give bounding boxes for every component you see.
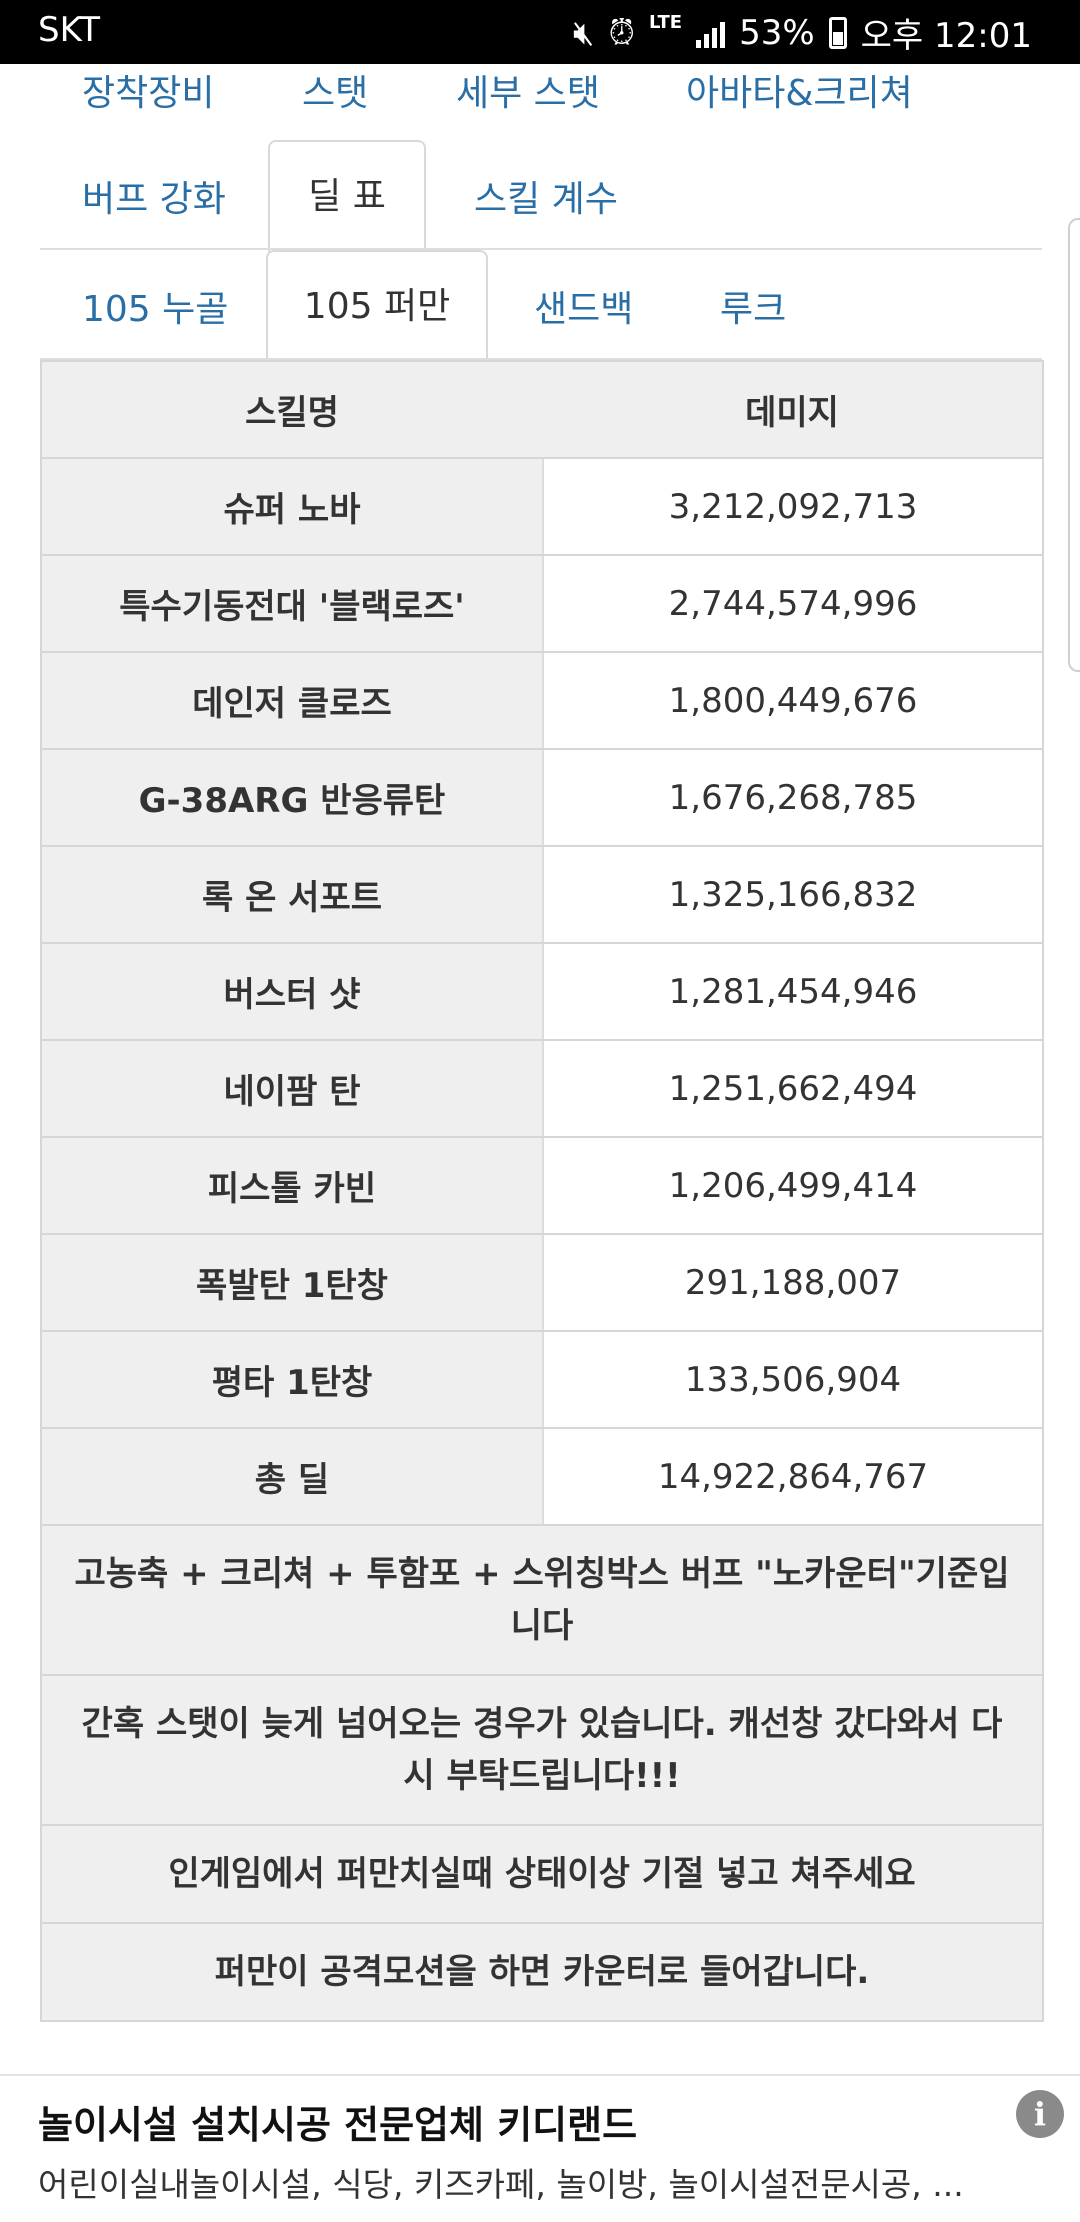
alarm-icon: ⏰︎: [608, 12, 635, 53]
damage-value: 2,744,574,996: [544, 556, 1042, 651]
network-type: LTE: [648, 12, 683, 33]
battery-percent: 53%: [739, 12, 815, 53]
tab-detail-stats[interactable]: 세부 스탯: [456, 73, 600, 114]
ad-description[interactable]: 어린이실내놀이시설, 식당, 키즈카페, 놀이방, 놀이시설전문시공, ...: [38, 2165, 964, 2204]
ad-banner[interactable]: 놀이시설 설치시공 전문업체 키디랜드 어린이실내놀이시설, 식당, 키즈카페,…: [0, 2074, 1080, 2222]
damage-value: 291,188,007: [544, 1235, 1042, 1330]
table-row-total: 총 딜 14,922,864,767: [42, 1429, 1042, 1526]
side-scroll-handle[interactable]: [1068, 218, 1080, 672]
damage-value: 1,676,268,785: [544, 750, 1042, 845]
skill-name: 평타 1탄창: [42, 1332, 544, 1427]
damage-value: 1,281,454,946: [544, 944, 1042, 1039]
table-row: 슈퍼 노바 3,212,092,713: [42, 459, 1042, 556]
table-note: 퍼만이 공격모션을 하면 카운터로 들어갑니다.: [42, 1924, 1042, 2020]
tab-damage-table[interactable]: 딜 표: [268, 140, 426, 252]
signal-icon: [696, 18, 726, 48]
tab-105-nugol[interactable]: 105 누골: [82, 289, 229, 330]
table-row: G-38ARG 반응류탄 1,676,268,785: [42, 750, 1042, 847]
tab-divider-2: [40, 248, 1042, 250]
damage-value: 1,251,662,494: [544, 1041, 1042, 1136]
status-icons: 🔇︎ ⏰︎ LTE 53% 오후 12:01: [573, 8, 1032, 57]
table-row: 네이팜 탄 1,251,662,494: [42, 1041, 1042, 1138]
table-row: 폭발탄 1탄창 291,188,007: [42, 1235, 1042, 1332]
table-note: 간혹 스탯이 늦게 넘어오는 경우가 있습니다. 캐선창 갔다와서 다시 부탁드…: [42, 1676, 1042, 1826]
table-row: 평타 1탄창 133,506,904: [42, 1332, 1042, 1429]
carrier-label: SKT: [38, 10, 101, 50]
damage-value: 1,325,166,832: [544, 847, 1042, 942]
battery-icon: [828, 16, 847, 49]
table-row: 피스톨 카빈 1,206,499,414: [42, 1138, 1042, 1235]
damage-value: 1,800,449,676: [544, 653, 1042, 748]
tab-buff-enhance[interactable]: 버프 강화: [82, 179, 226, 220]
info-icon[interactable]: i: [1016, 2090, 1064, 2138]
tab-stats[interactable]: 스탯: [302, 73, 369, 114]
table-row: 데인저 클로즈 1,800,449,676: [42, 653, 1042, 750]
skill-name: 슈퍼 노바: [42, 459, 544, 554]
tab-divider-3: [40, 358, 1042, 360]
tab-sandbag[interactable]: 샌드백: [534, 289, 634, 330]
skill-name: 버스터 샷: [42, 944, 544, 1039]
damage-value: 3,212,092,713: [544, 459, 1042, 554]
damage-value: 133,506,904: [544, 1332, 1042, 1427]
header-skill-name: 스킬명: [42, 362, 542, 457]
tab-avatar-creature[interactable]: 아바타&크리쳐: [686, 73, 913, 114]
table-row: 록 온 서포트 1,325,166,832: [42, 847, 1042, 944]
status-bar: SKT 🔇︎ ⏰︎ LTE 53% 오후 12:01: [0, 0, 1080, 64]
tab-luke[interactable]: 루크: [720, 289, 787, 330]
skill-name: G-38ARG 반응류탄: [42, 750, 544, 845]
ad-title[interactable]: 놀이시설 설치시공 전문업체 키디랜드: [38, 2103, 638, 2147]
skill-name: 피스톨 카빈: [42, 1138, 544, 1233]
table-note: 인게임에서 퍼만치실때 상태이상 기절 넣고 쳐주세요: [42, 1826, 1042, 1924]
skill-name: 데인저 클로즈: [42, 653, 544, 748]
tab-skill-coefficient[interactable]: 스킬 계수: [474, 179, 618, 220]
damage-value: 14,922,864,767: [544, 1429, 1042, 1524]
header-damage: 데미지: [542, 362, 1042, 457]
tab-row-1: 장착장비 스탯 세부 스탯 아바타&크리쳐: [40, 64, 1042, 122]
table-row: 특수기동전대 '블랙로즈' 2,744,574,996: [42, 556, 1042, 653]
table-note: 고농축 + 크리쳐 + 투함포 + 스위칭박스 버프 "노카운터"기준입니다: [42, 1526, 1042, 1676]
table-row: 버스터 샷 1,281,454,946: [42, 944, 1042, 1041]
tab-105-perman[interactable]: 105 퍼만: [266, 250, 488, 362]
tab-row-3: 105 누골 105 퍼만 샌드백 루크: [40, 250, 1042, 362]
tab-row-2: 버프 강화 딜 표 스킬 계수: [40, 140, 1042, 252]
mute-icon: 🔇︎: [573, 12, 595, 53]
damage-table: 스킬명 데미지 슈퍼 노바 3,212,092,713 특수기동전대 '블랙로즈…: [40, 360, 1044, 2022]
skill-name: 폭발탄 1탄창: [42, 1235, 544, 1330]
table-header: 스킬명 데미지: [42, 362, 1042, 459]
skill-name: 록 온 서포트: [42, 847, 544, 942]
skill-name: 총 딜: [42, 1429, 544, 1524]
tab-equipment[interactable]: 장착장비: [82, 73, 215, 114]
damage-value: 1,206,499,414: [544, 1138, 1042, 1233]
clock: 오후 12:01: [860, 16, 1032, 56]
skill-name: 특수기동전대 '블랙로즈': [42, 556, 544, 651]
skill-name: 네이팜 탄: [42, 1041, 544, 1136]
